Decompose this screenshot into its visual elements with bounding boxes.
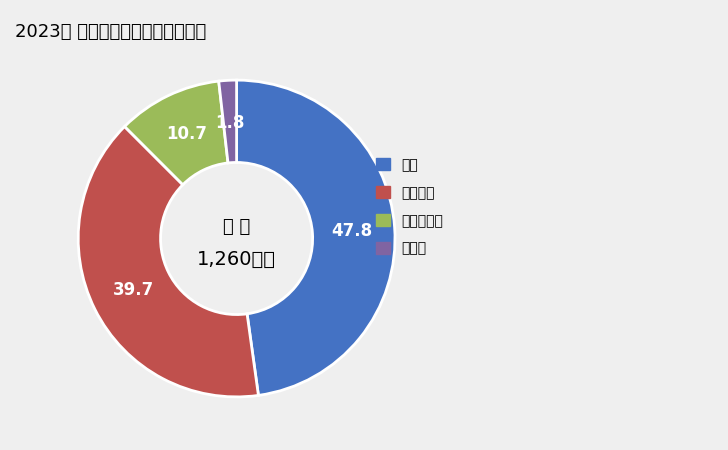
Wedge shape bbox=[237, 80, 395, 396]
Text: 2023年 輸出相手国のシェア（％）: 2023年 輸出相手国のシェア（％） bbox=[15, 22, 206, 40]
Wedge shape bbox=[124, 81, 228, 185]
Text: 39.7: 39.7 bbox=[112, 281, 154, 299]
Wedge shape bbox=[78, 126, 258, 397]
Legend: タイ, ベトナム, マレーシア, その他: タイ, ベトナム, マレーシア, その他 bbox=[371, 153, 448, 261]
Text: 総 額: 総 額 bbox=[223, 218, 250, 236]
Wedge shape bbox=[218, 80, 237, 163]
Text: 10.7: 10.7 bbox=[166, 126, 207, 144]
Text: 1,260万円: 1,260万円 bbox=[197, 250, 276, 269]
Text: 47.8: 47.8 bbox=[331, 221, 373, 239]
Text: 1.8: 1.8 bbox=[215, 114, 245, 132]
